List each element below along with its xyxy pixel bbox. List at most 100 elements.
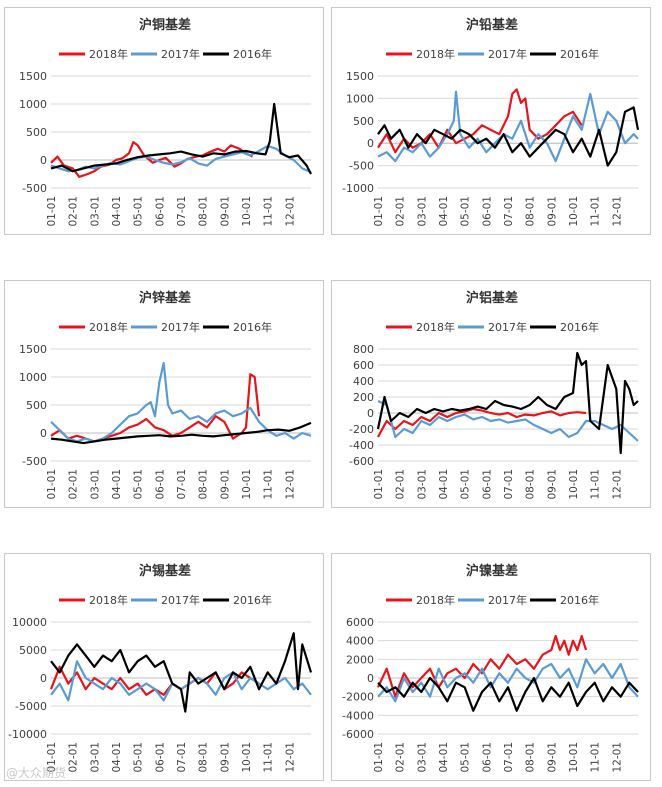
legend-label: 2018年 (89, 593, 128, 607)
legend-label: 2016年 (560, 593, 599, 607)
y-tick-label: 10000 (12, 616, 47, 629)
x-tick-label: 06-01 (481, 469, 493, 500)
x-tick-label: 12-01 (284, 469, 296, 500)
chart-title: 沪锌基差 (139, 290, 191, 306)
x-tick-label: 01-01 (373, 469, 385, 500)
series-line-2016 (376, 351, 639, 455)
series-line-2016 (377, 106, 640, 167)
x-tick-label: 03-01 (89, 196, 101, 227)
x-tick-label: 06-01 (481, 742, 493, 773)
y-tick-label: 500 (26, 126, 47, 139)
x-tick-label: 12-01 (284, 742, 296, 773)
x-tick-label: 07-01 (503, 469, 515, 500)
series-line-2018 (377, 407, 587, 438)
y-tick-label: 1000 (19, 371, 47, 384)
y-tick-label: -600 (349, 455, 374, 468)
legend-label: 2018年 (416, 47, 455, 61)
y-tick-label: 6000 (346, 616, 374, 629)
y-tick-label: 400 (353, 375, 374, 388)
x-tick-label: 10-01 (241, 469, 253, 500)
legend-label: 2017年 (488, 320, 527, 334)
series-line-2016 (50, 102, 312, 175)
chart-svg: 沪镍基差 2018年 2017年 2016年 6000 4000 2000 0 -2000 -40… (342, 563, 639, 773)
series-line-2017 (377, 400, 639, 442)
x-tick-label: 04-01 (111, 469, 123, 500)
x-tick-label: 07-01 (503, 196, 515, 227)
x-tick-label: 07-01 (176, 742, 188, 773)
x-tick-label: 06-01 (481, 196, 493, 227)
x-tick-label: 07-01 (176, 469, 188, 500)
legend-label: 2017年 (488, 47, 527, 61)
x-tick-label: 10-01 (568, 742, 580, 773)
x-tick-label: 11-01 (590, 469, 602, 500)
x-tick-label: 01-01 (373, 196, 385, 227)
x-tick-label: 06-01 (154, 196, 166, 227)
y-tick-label: -4000 (342, 709, 374, 722)
legend-label: 2017年 (161, 47, 200, 61)
chart-panel-aluminum: 沪铝基差 2018年 2017年 2016年 800 600 400 200 0 -200 -400… (331, 280, 651, 508)
y-tick-label: 0 (367, 137, 374, 150)
y-tick-label: 600 (353, 359, 374, 372)
x-tick-label: 12-01 (611, 742, 623, 773)
x-tick-label: 04-01 (438, 469, 450, 500)
legend-label: 2016年 (233, 47, 272, 61)
y-tick-label: 1000 (19, 98, 47, 111)
chart-panel-copper: 沪铜基差 2018年 2017年 2016年 1500 1000 500 0 -500 01-01… (4, 7, 324, 235)
x-tick-label: 09-01 (546, 742, 558, 773)
x-tick-label: 02-01 (395, 196, 407, 227)
x-tick-label: 08-01 (525, 196, 537, 227)
chart-svg: 沪锌基差 2018年 2017年 2016年 1500 1000 500 0 -50001-01… (19, 290, 312, 500)
x-tick-label: 05-01 (133, 196, 145, 227)
chart-panel-tin: 沪锡基差 2018年 2017年 2016年 10000 5000 0 -5000 -10000… (4, 553, 324, 781)
legend-label: 2016年 (560, 47, 599, 61)
x-tick-label: 05-01 (460, 196, 472, 227)
y-tick-label: -6000 (342, 728, 374, 741)
x-tick-label: 05-01 (460, 742, 472, 773)
legend-label: 2018年 (89, 47, 128, 61)
x-tick-label: 09-01 (546, 196, 558, 227)
x-tick-label: 09-01 (219, 742, 231, 773)
y-tick-label: 0 (367, 407, 374, 420)
y-tick-label: 0 (367, 672, 374, 685)
x-tick-label: 03-01 (416, 742, 428, 773)
x-tick-label: 12-01 (611, 196, 623, 227)
x-tick-label: 08-01 (525, 742, 537, 773)
x-tick-label: 11-01 (590, 742, 602, 773)
chart-panel-zinc: 沪锌基差 2018年 2017年 2016年 1500 1000 500 0 -500 01-01… (4, 280, 324, 508)
x-tick-label: 09-01 (219, 469, 231, 500)
series-line-2016 (50, 632, 313, 713)
x-tick-label: 12-01 (611, 469, 623, 500)
x-tick-label: 01-01 (46, 742, 58, 773)
y-tick-label: 500 (26, 399, 47, 412)
series-line-2017 (50, 144, 312, 174)
x-tick-label: 04-01 (111, 742, 123, 773)
legend-label: 2017年 (161, 593, 200, 607)
x-tick-label: 03-01 (89, 742, 101, 773)
y-tick-label: 200 (353, 391, 374, 404)
series-line-2018 (377, 88, 583, 154)
x-tick-label: 11-01 (590, 196, 602, 227)
y-tick-label: 1000 (346, 92, 374, 105)
x-tick-label: 03-01 (416, 196, 428, 227)
y-tick-label: -500 (22, 182, 47, 195)
x-tick-label: 09-01 (546, 469, 558, 500)
x-tick-label: 11-01 (263, 469, 275, 500)
x-tick-label: 08-01 (198, 742, 210, 773)
x-tick-label: 02-01 (395, 742, 407, 773)
x-tick-label: 10-01 (241, 196, 253, 227)
x-tick-label: 07-01 (176, 196, 188, 227)
x-tick-label: 02-01 (395, 469, 407, 500)
chart-title: 沪铅基差 (466, 17, 518, 33)
y-tick-label: 0 (40, 154, 47, 167)
y-tick-label: -400 (349, 439, 374, 452)
chart-svg: 沪铜基差 2018年 2017年 2016年 1500 1000 500 0 -50001-01… (19, 17, 312, 227)
chart-panel-nickel: 沪镍基差 2018年 2017年 2016年 6000 4000 2000 0 -2000 -40… (331, 553, 651, 781)
y-tick-label: -500 (22, 455, 47, 468)
chart-title: 沪镍基差 (466, 563, 518, 579)
x-tick-label: 02-01 (68, 196, 80, 227)
y-tick-label: 500 (353, 115, 374, 128)
watermark-text: @大众期货 (6, 766, 67, 780)
x-tick-label: 08-01 (525, 469, 537, 500)
x-tick-label: 05-01 (133, 469, 145, 500)
y-tick-label: 5000 (19, 644, 47, 657)
